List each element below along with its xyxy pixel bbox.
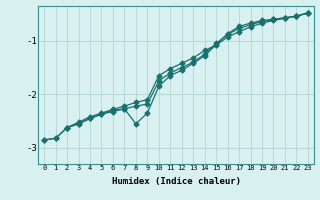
X-axis label: Humidex (Indice chaleur): Humidex (Indice chaleur) [111,177,241,186]
